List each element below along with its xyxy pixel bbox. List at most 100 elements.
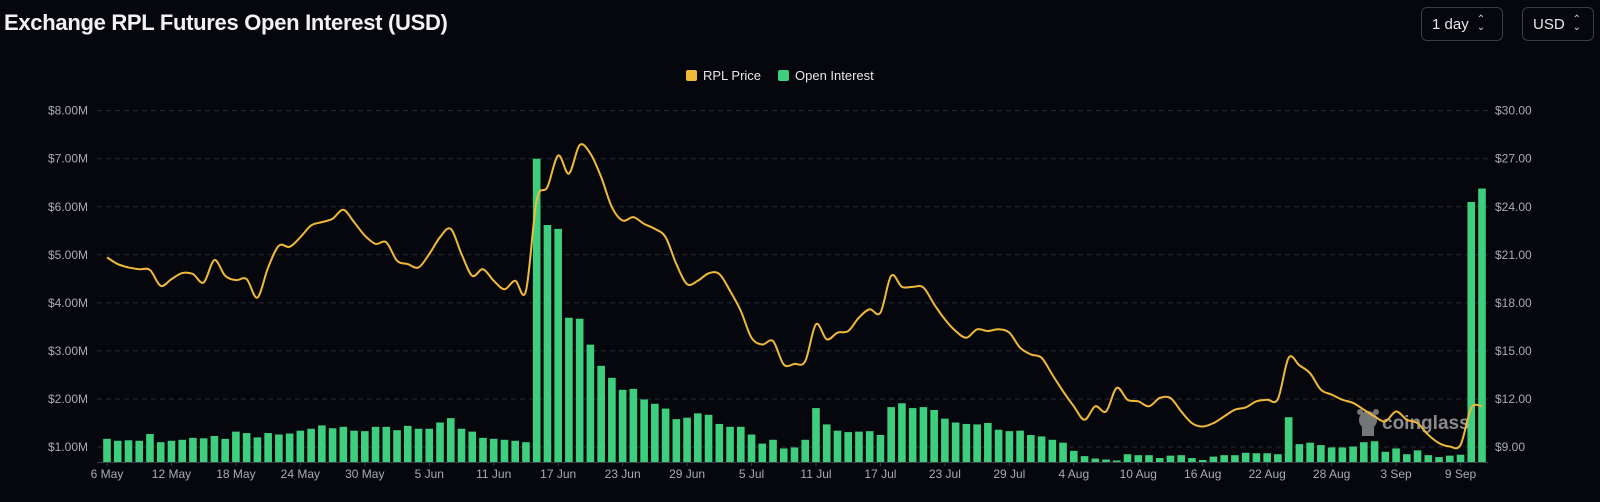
open-interest-bar[interactable] [962, 423, 971, 462]
open-interest-bar[interactable] [1123, 454, 1132, 462]
open-interest-bar[interactable] [285, 433, 294, 462]
open-interest-bar[interactable] [651, 403, 659, 462]
open-interest-bar[interactable] [1360, 442, 1368, 462]
open-interest-bar[interactable] [1198, 459, 1207, 462]
open-interest-bar[interactable] [1177, 455, 1186, 462]
open-interest-bar[interactable] [178, 439, 186, 462]
open-interest-bar[interactable] [1284, 417, 1293, 462]
open-interest-bar[interactable] [146, 434, 154, 462]
open-interest-bar[interactable] [1145, 455, 1153, 462]
open-interest-bar[interactable] [328, 428, 337, 462]
open-interest-bar[interactable] [500, 439, 509, 462]
open-interest-bar[interactable] [371, 426, 380, 462]
open-interest-bar[interactable] [1424, 455, 1433, 462]
open-interest-bar[interactable] [726, 426, 734, 462]
open-interest-bar[interactable] [1403, 454, 1411, 462]
open-interest-bar[interactable] [1188, 458, 1196, 462]
open-interest-bar[interactable] [135, 440, 144, 462]
open-interest-bar[interactable] [221, 438, 229, 462]
open-interest-bar[interactable] [468, 431, 477, 462]
open-interest-bar[interactable] [511, 440, 520, 462]
open-interest-bar[interactable] [1263, 453, 1271, 462]
open-interest-bar[interactable] [618, 389, 627, 462]
open-interest-bar[interactable] [1435, 457, 1443, 462]
open-interest-bar[interactable] [1016, 430, 1024, 462]
open-interest-bar[interactable] [307, 428, 315, 462]
open-interest-bar[interactable] [736, 426, 745, 462]
open-interest-bar[interactable] [833, 430, 842, 462]
open-interest-bar[interactable] [672, 419, 681, 462]
open-interest-bar[interactable] [865, 431, 874, 462]
open-interest-bar[interactable] [1413, 450, 1422, 462]
open-interest-bar[interactable] [1080, 456, 1089, 462]
currency-select[interactable]: USD ⌃ ⌄ [1522, 7, 1594, 41]
legend-swatch-price[interactable] [686, 70, 697, 81]
open-interest-bar[interactable] [704, 414, 713, 462]
open-interest-bar[interactable] [1370, 441, 1379, 462]
open-interest-bar[interactable] [1069, 450, 1078, 462]
open-interest-bar[interactable] [1102, 459, 1110, 462]
open-interest-bar[interactable] [1349, 446, 1357, 462]
open-interest-bar[interactable] [1456, 454, 1465, 462]
open-interest-bar[interactable] [275, 434, 283, 462]
open-interest-bar[interactable] [1209, 456, 1218, 462]
open-interest-bar[interactable] [479, 437, 487, 462]
open-interest-bar[interactable] [1392, 448, 1400, 462]
open-interest-bar[interactable] [1274, 454, 1282, 462]
open-interest-bar[interactable] [554, 228, 562, 462]
open-interest-bar[interactable] [769, 439, 777, 462]
open-interest-bar[interactable] [103, 438, 111, 462]
open-interest-bar[interactable] [339, 426, 348, 462]
open-interest-bar[interactable] [758, 443, 767, 462]
legend-label-price[interactable]: RPL Price [703, 68, 761, 83]
open-interest-bar[interactable] [801, 439, 810, 462]
open-interest-bar[interactable] [1306, 442, 1314, 462]
open-interest-bar[interactable] [790, 447, 799, 462]
open-interest-bar[interactable] [532, 158, 541, 462]
open-interest-bar[interactable] [489, 438, 498, 462]
open-interest-bar[interactable] [586, 344, 595, 462]
open-interest-bar[interactable] [994, 429, 1003, 462]
open-interest-bar[interactable] [1134, 455, 1143, 462]
open-interest-bar[interactable] [425, 428, 434, 462]
open-interest-bar[interactable] [1317, 445, 1325, 462]
open-interest-bar[interactable] [608, 377, 616, 462]
open-interest-bar[interactable] [919, 407, 928, 462]
open-interest-bar[interactable] [543, 225, 552, 462]
open-interest-bar[interactable] [1467, 201, 1476, 462]
open-interest-bar[interactable] [446, 418, 455, 462]
open-interest-bar[interactable] [199, 438, 208, 462]
open-interest-bar[interactable] [1445, 455, 1454, 462]
open-interest-bar[interactable] [1048, 439, 1057, 462]
open-interest-bar[interactable] [264, 433, 272, 462]
open-interest-bar[interactable] [1027, 434, 1035, 462]
open-interest-bar[interactable] [167, 440, 176, 462]
open-interest-bar[interactable] [1220, 455, 1228, 462]
open-interest-bar[interactable] [640, 399, 648, 462]
open-interest-bar[interactable] [1327, 447, 1336, 462]
open-interest-bar[interactable] [898, 403, 906, 462]
open-interest-bar[interactable] [747, 434, 756, 462]
open-interest-bar[interactable] [457, 428, 466, 462]
open-interest-bar[interactable] [403, 425, 412, 462]
open-interest-bar[interactable] [683, 417, 691, 462]
open-interest-bar[interactable] [350, 430, 358, 462]
open-interest-bar[interactable] [565, 317, 573, 462]
open-interest-bar[interactable] [908, 408, 917, 462]
open-interest-bar[interactable] [436, 422, 444, 462]
open-interest-bar[interactable] [887, 407, 895, 462]
open-interest-bar[interactable] [1478, 188, 1486, 462]
open-interest-bar[interactable] [930, 410, 938, 462]
open-interest-bar[interactable] [522, 442, 530, 462]
open-interest-bar[interactable] [189, 437, 197, 462]
open-interest-bar[interactable] [597, 365, 605, 462]
open-interest-bar[interactable] [984, 422, 992, 462]
open-interest-bar[interactable] [855, 431, 863, 462]
open-interest-bar[interactable] [812, 408, 820, 462]
open-interest-bar[interactable] [575, 318, 584, 462]
open-interest-bar[interactable] [1295, 444, 1304, 462]
legend-label-open-interest[interactable]: Open Interest [795, 68, 874, 83]
open-interest-bar[interactable] [318, 425, 326, 462]
open-interest-bar[interactable] [1091, 458, 1100, 462]
open-interest-bar[interactable] [973, 424, 981, 462]
